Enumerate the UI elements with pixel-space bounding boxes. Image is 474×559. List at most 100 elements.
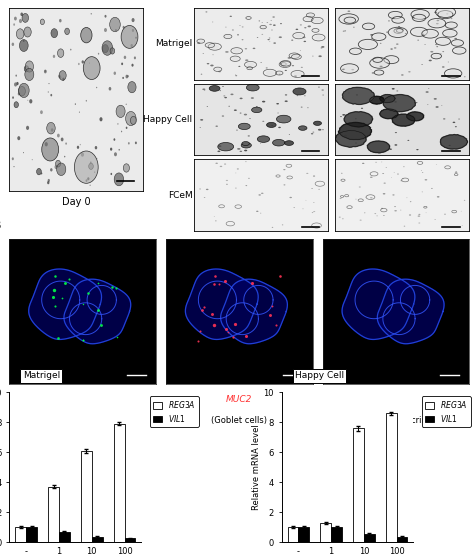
Circle shape bbox=[236, 130, 238, 131]
Circle shape bbox=[48, 91, 49, 93]
Circle shape bbox=[355, 143, 357, 144]
Circle shape bbox=[123, 164, 129, 172]
Circle shape bbox=[126, 103, 127, 105]
Polygon shape bbox=[42, 281, 80, 319]
Text: B: B bbox=[0, 219, 1, 232]
Circle shape bbox=[126, 75, 128, 78]
Circle shape bbox=[126, 127, 128, 129]
Circle shape bbox=[392, 88, 395, 89]
Circle shape bbox=[361, 108, 363, 109]
Circle shape bbox=[239, 151, 242, 152]
Text: Day 6: Day 6 bbox=[388, 243, 417, 253]
Circle shape bbox=[248, 67, 252, 69]
Polygon shape bbox=[401, 286, 430, 314]
Circle shape bbox=[218, 71, 221, 72]
Circle shape bbox=[225, 35, 230, 38]
Circle shape bbox=[322, 94, 324, 96]
Circle shape bbox=[253, 48, 255, 49]
Circle shape bbox=[296, 95, 298, 96]
Circle shape bbox=[51, 129, 54, 132]
Circle shape bbox=[342, 69, 345, 70]
Circle shape bbox=[370, 197, 373, 198]
Circle shape bbox=[381, 208, 383, 209]
Circle shape bbox=[313, 176, 315, 177]
Circle shape bbox=[313, 18, 321, 22]
Circle shape bbox=[351, 69, 354, 70]
Circle shape bbox=[394, 48, 396, 49]
Circle shape bbox=[440, 53, 441, 54]
Circle shape bbox=[448, 145, 451, 146]
Circle shape bbox=[318, 87, 320, 88]
Circle shape bbox=[246, 63, 255, 67]
Circle shape bbox=[47, 122, 55, 134]
Circle shape bbox=[422, 172, 423, 173]
Circle shape bbox=[206, 189, 209, 190]
Circle shape bbox=[109, 87, 111, 91]
Circle shape bbox=[436, 46, 438, 47]
Circle shape bbox=[48, 179, 50, 182]
Circle shape bbox=[127, 75, 129, 77]
Polygon shape bbox=[185, 269, 258, 339]
Circle shape bbox=[79, 112, 80, 113]
Circle shape bbox=[200, 127, 201, 128]
Circle shape bbox=[283, 184, 285, 186]
Circle shape bbox=[121, 131, 122, 132]
Circle shape bbox=[104, 15, 107, 18]
Circle shape bbox=[293, 55, 300, 59]
Circle shape bbox=[204, 90, 205, 91]
Circle shape bbox=[121, 63, 123, 65]
Circle shape bbox=[440, 12, 451, 17]
Circle shape bbox=[245, 48, 247, 49]
Circle shape bbox=[437, 196, 439, 197]
Circle shape bbox=[62, 78, 64, 81]
Circle shape bbox=[386, 31, 389, 33]
Circle shape bbox=[126, 111, 136, 126]
Circle shape bbox=[215, 163, 218, 164]
Circle shape bbox=[258, 195, 261, 196]
Circle shape bbox=[300, 50, 301, 51]
Circle shape bbox=[431, 188, 433, 189]
Polygon shape bbox=[440, 135, 467, 149]
Circle shape bbox=[391, 49, 393, 50]
Circle shape bbox=[51, 29, 57, 37]
Circle shape bbox=[239, 25, 241, 26]
Circle shape bbox=[276, 103, 279, 105]
Circle shape bbox=[12, 157, 14, 160]
Circle shape bbox=[464, 200, 465, 201]
Circle shape bbox=[305, 17, 311, 21]
Circle shape bbox=[19, 40, 28, 51]
Circle shape bbox=[224, 97, 227, 98]
Circle shape bbox=[130, 44, 133, 47]
Circle shape bbox=[26, 126, 29, 130]
Circle shape bbox=[282, 61, 289, 65]
Circle shape bbox=[94, 172, 95, 173]
Circle shape bbox=[247, 17, 250, 19]
Bar bbox=[92, 537, 102, 542]
Text: (Goblet cells): (Goblet cells) bbox=[211, 416, 267, 425]
Text: Matrigel: Matrigel bbox=[23, 371, 60, 381]
Circle shape bbox=[409, 215, 411, 216]
Circle shape bbox=[433, 54, 440, 58]
Circle shape bbox=[261, 26, 265, 28]
Circle shape bbox=[135, 141, 137, 144]
Circle shape bbox=[319, 55, 322, 57]
Circle shape bbox=[16, 74, 17, 77]
Circle shape bbox=[14, 82, 17, 87]
Bar bbox=[125, 538, 135, 542]
Bar bbox=[288, 527, 299, 542]
Circle shape bbox=[23, 152, 24, 153]
Circle shape bbox=[389, 149, 392, 150]
Circle shape bbox=[269, 37, 270, 39]
Circle shape bbox=[435, 44, 438, 45]
Circle shape bbox=[364, 212, 365, 213]
Circle shape bbox=[110, 48, 115, 54]
Circle shape bbox=[299, 126, 307, 130]
Circle shape bbox=[279, 74, 281, 75]
Bar bbox=[320, 523, 331, 542]
Circle shape bbox=[396, 91, 398, 92]
Circle shape bbox=[438, 8, 453, 16]
Circle shape bbox=[455, 126, 457, 127]
Circle shape bbox=[294, 75, 297, 77]
Circle shape bbox=[273, 42, 276, 44]
Circle shape bbox=[290, 197, 292, 198]
